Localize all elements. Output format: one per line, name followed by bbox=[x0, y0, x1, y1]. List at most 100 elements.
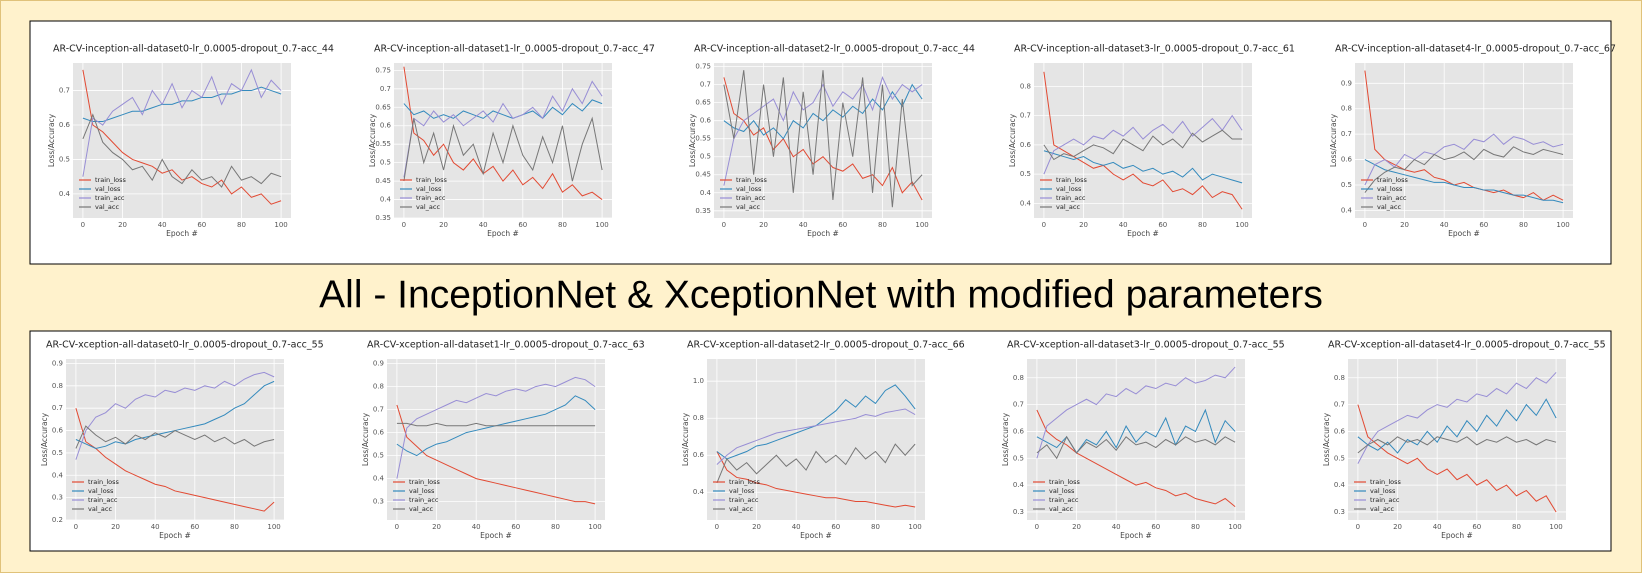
legend-label: train_loss bbox=[1049, 478, 1081, 486]
y-axis-label: Loss/Accuracy bbox=[361, 412, 370, 466]
y-tick-label: 0.7 bbox=[59, 87, 70, 95]
y-tick-label: 0.75 bbox=[695, 63, 711, 71]
x-tick-label: 20 bbox=[752, 523, 761, 531]
y-tick-label: 0.8 bbox=[52, 382, 63, 390]
series-line bbox=[396, 404, 596, 505]
x-axis-label: Epoch # bbox=[487, 229, 519, 238]
y-tick-label: 0.8 bbox=[373, 383, 384, 391]
series-line bbox=[1043, 114, 1243, 175]
x-tick-label: 0 bbox=[1035, 523, 1039, 531]
x-tick-label: 0 bbox=[715, 523, 719, 531]
y-axis-label: Loss/Accuracy bbox=[40, 412, 49, 466]
y-tick-label: 0.35 bbox=[695, 207, 711, 215]
y-tick-label: 0.5 bbox=[700, 153, 711, 161]
y-tick-label: 0.3 bbox=[1334, 508, 1345, 516]
legend-label: train_acc bbox=[409, 496, 439, 504]
x-tick-label: 80 bbox=[878, 221, 887, 229]
y-tick-label: 0.6 bbox=[373, 429, 385, 437]
y-tick-label: 0.6 bbox=[1013, 427, 1025, 435]
x-tick-label: 100 bbox=[908, 523, 921, 531]
x-axis-label: Epoch # bbox=[1441, 531, 1473, 540]
x-axis-label: Epoch # bbox=[166, 229, 198, 238]
y-tick-label: 0.7 bbox=[52, 404, 63, 412]
x-tick-label: 60 bbox=[838, 221, 847, 229]
series-line bbox=[716, 443, 916, 484]
series-line bbox=[716, 451, 916, 508]
y-tick-label: 0.5 bbox=[59, 155, 70, 163]
y-tick-label: 0.2 bbox=[52, 516, 63, 524]
x-tick-label: 0 bbox=[74, 523, 78, 531]
series-line bbox=[723, 77, 923, 201]
legend-label: val_loss bbox=[1049, 487, 1075, 495]
y-tick-label: 0.4 bbox=[373, 475, 385, 483]
legend-label: val_acc bbox=[736, 203, 760, 211]
x-tick-label: 40 bbox=[472, 523, 481, 531]
series-line bbox=[75, 408, 275, 512]
series-line bbox=[1364, 146, 1564, 193]
legend-label: val_acc bbox=[1377, 203, 1401, 211]
x-tick-label: 0 bbox=[1356, 523, 1360, 531]
x-axis-label: Epoch # bbox=[807, 229, 839, 238]
chart-title: AR-CV-xception-all-dataset3-lr_0.0005-dr… bbox=[1007, 340, 1285, 351]
legend-label: val_acc bbox=[416, 203, 440, 211]
y-tick-label: 1.0 bbox=[693, 377, 704, 385]
x-tick-label: 20 bbox=[439, 221, 448, 229]
x-tick-label: 20 bbox=[111, 523, 120, 531]
legend-label: val_acc bbox=[729, 505, 753, 513]
y-tick-label: 0.6 bbox=[1341, 156, 1353, 164]
x-tick-label: 60 bbox=[1158, 221, 1167, 229]
y-tick-label: 0.5 bbox=[1020, 170, 1031, 178]
series-line bbox=[1036, 366, 1236, 459]
series-line bbox=[1364, 159, 1564, 204]
x-tick-label: 100 bbox=[588, 523, 601, 531]
legend-label: val_loss bbox=[1377, 185, 1403, 193]
y-tick-label: 0.5 bbox=[1341, 181, 1352, 189]
series-line bbox=[1043, 129, 1243, 161]
legend-label: val_loss bbox=[95, 185, 121, 193]
legend-label: train_acc bbox=[729, 496, 759, 504]
y-axis-label: Loss/Accuracy bbox=[47, 113, 56, 167]
legend-label: train_loss bbox=[729, 478, 761, 486]
chart-title: AR-CV-inception-all-dataset4-lr_0.0005-d… bbox=[1335, 44, 1616, 55]
x-tick-label: 20 bbox=[1400, 221, 1409, 229]
series-line bbox=[1357, 436, 1557, 454]
series-line bbox=[723, 83, 923, 140]
y-axis-label: Loss/Accuracy bbox=[1322, 412, 1331, 466]
legend-label: train_loss bbox=[416, 176, 448, 184]
y-tick-label: 0.4 bbox=[52, 471, 64, 479]
series-line bbox=[1036, 409, 1236, 507]
x-tick-label: 60 bbox=[190, 523, 199, 531]
y-tick-label: 0.8 bbox=[693, 414, 704, 422]
legend-label: val_acc bbox=[88, 505, 112, 513]
series-line bbox=[403, 99, 603, 120]
series-line bbox=[1357, 404, 1557, 513]
x-tick-label: 80 bbox=[871, 523, 880, 531]
x-tick-label: 40 bbox=[1112, 523, 1121, 531]
y-axis-label: Loss/Accuracy bbox=[368, 113, 377, 167]
series-line bbox=[82, 113, 282, 188]
x-tick-label: 100 bbox=[915, 221, 928, 229]
series-line bbox=[75, 371, 275, 460]
series-line bbox=[396, 376, 596, 479]
series-line bbox=[75, 425, 275, 449]
series-line bbox=[403, 80, 603, 178]
x-axis-label: Epoch # bbox=[1120, 531, 1152, 540]
series-line bbox=[716, 408, 916, 465]
legend-label: train_acc bbox=[88, 496, 118, 504]
series-line bbox=[1036, 435, 1236, 460]
y-tick-label: 0.7 bbox=[380, 85, 391, 93]
x-tick-label: 100 bbox=[595, 221, 608, 229]
x-axis-label: Epoch # bbox=[800, 531, 832, 540]
legend-label: val_acc bbox=[1049, 505, 1073, 513]
y-tick-label: 0.9 bbox=[373, 360, 384, 368]
legend-label: val_loss bbox=[736, 185, 762, 193]
series-line bbox=[1357, 372, 1557, 464]
x-tick-label: 20 bbox=[759, 221, 768, 229]
series-line bbox=[723, 76, 923, 186]
legend-label: val_acc bbox=[409, 505, 433, 513]
x-tick-label: 40 bbox=[1433, 523, 1442, 531]
x-tick-label: 20 bbox=[432, 523, 441, 531]
x-tick-label: 60 bbox=[1472, 523, 1481, 531]
y-tick-label: 0.35 bbox=[375, 214, 391, 222]
